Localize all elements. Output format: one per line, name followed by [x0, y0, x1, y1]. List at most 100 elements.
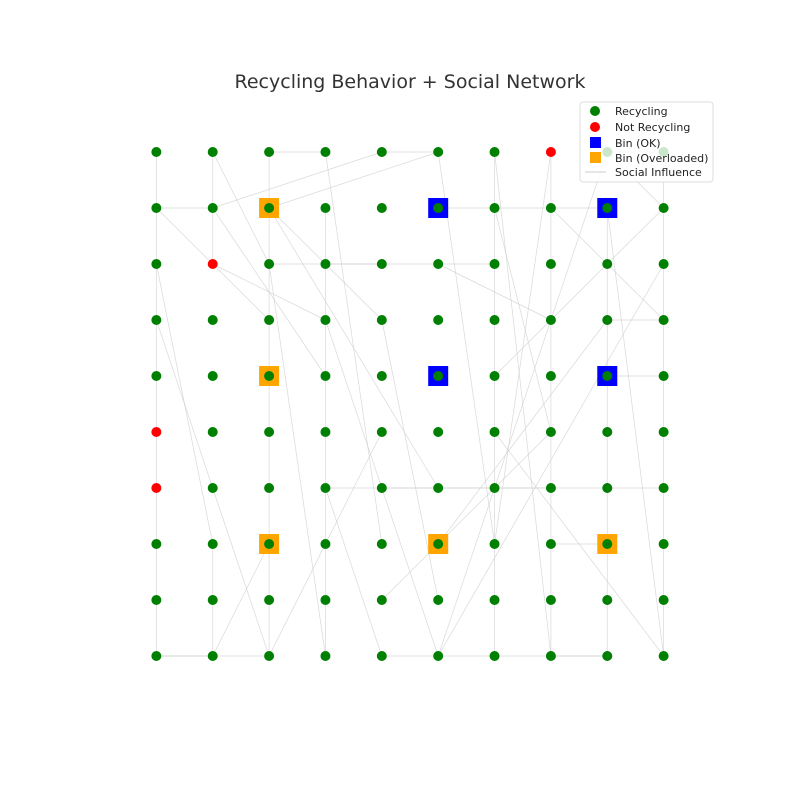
household-recycling [489, 203, 500, 213]
household-recycling [207, 539, 218, 549]
social-influence-edge [212, 543, 270, 657]
household-recycling [602, 427, 613, 437]
household-recycling [658, 651, 669, 661]
households-layer [151, 147, 669, 661]
legend-box [579, 101, 714, 183]
edges-layer [156, 151, 664, 657]
household-recycling [207, 427, 218, 437]
household-not-recycling [545, 147, 556, 157]
household-recycling [489, 427, 500, 437]
household-recycling [433, 315, 444, 325]
household-recycling [545, 483, 556, 493]
household-recycling [433, 651, 444, 661]
social-influence-edge [606, 207, 664, 657]
social-influence-edge [494, 207, 552, 433]
household-recycling [320, 651, 331, 661]
household-recycling [376, 315, 387, 325]
legend-label-not-recycling: Not Recycling [615, 121, 690, 134]
household-recycling [545, 539, 556, 549]
household-recycling [376, 427, 387, 437]
household-recycling [489, 259, 500, 269]
legend: Recycling Not Recycling Bin (OK) Bin (Ov… [579, 101, 714, 183]
household-recycling [376, 259, 387, 269]
household-recycling [264, 539, 275, 549]
household-recycling [433, 427, 444, 437]
household-recycling [602, 315, 613, 325]
household-recycling [545, 315, 556, 325]
household-recycling [207, 483, 218, 493]
household-recycling [489, 147, 500, 157]
social-influence-edge [381, 319, 439, 601]
household-recycling [320, 259, 331, 269]
household-recycling [264, 315, 275, 325]
legend-label-bin-overloaded: Bin (Overloaded) [615, 152, 708, 165]
household-recycling [658, 315, 669, 325]
social-influence-edge [494, 151, 552, 545]
social-influence-edge [494, 151, 552, 657]
household-recycling [602, 259, 613, 269]
household-recycling [658, 483, 669, 493]
household-recycling [489, 539, 500, 549]
household-recycling [433, 147, 444, 157]
household-recycling [602, 483, 613, 493]
social-influence-edge [437, 319, 608, 545]
household-recycling [376, 539, 387, 549]
household-recycling [320, 595, 331, 605]
household-recycling [489, 651, 500, 661]
household-recycling [376, 483, 387, 493]
household-recycling [602, 595, 613, 605]
household-recycling [320, 315, 331, 325]
legend-label-recycling: Recycling [615, 105, 668, 118]
household-recycling [602, 651, 613, 661]
household-recycling [264, 371, 275, 381]
household-not-recycling [151, 427, 162, 437]
household-recycling [151, 595, 162, 605]
household-recycling [264, 147, 275, 157]
household-recycling [207, 147, 218, 157]
household-recycling [207, 651, 218, 661]
legend-marker-not-recycling [590, 122, 600, 132]
social-influence-edge [325, 151, 383, 545]
household-recycling [320, 371, 331, 381]
household-recycling [489, 595, 500, 605]
household-recycling [658, 427, 669, 437]
social-influence-edge [268, 263, 326, 657]
legend-label-bin-ok: Bin (OK) [615, 137, 661, 150]
chart-title: Recycling Behavior + Social Network [235, 71, 586, 93]
household-recycling [376, 595, 387, 605]
social-influence-edge [268, 151, 439, 209]
social-influence-edge [381, 431, 552, 601]
household-recycling [264, 483, 275, 493]
household-recycling [207, 203, 218, 213]
household-recycling [151, 539, 162, 549]
household-recycling [658, 371, 669, 381]
household-recycling [264, 203, 275, 213]
household-not-recycling [207, 259, 218, 269]
household-recycling [489, 371, 500, 381]
household-recycling [207, 595, 218, 605]
household-recycling [602, 539, 613, 549]
legend-marker-bin-ok [590, 137, 601, 148]
household-recycling [151, 259, 162, 269]
social-influence-edge [325, 487, 383, 657]
household-recycling [545, 427, 556, 437]
household-recycling [320, 427, 331, 437]
household-recycling [602, 203, 613, 213]
household-recycling [376, 203, 387, 213]
household-recycling [489, 483, 500, 493]
household-recycling [658, 595, 669, 605]
household-recycling [545, 259, 556, 269]
household-recycling [320, 539, 331, 549]
household-recycling [376, 147, 387, 157]
household-recycling [658, 539, 669, 549]
household-recycling [658, 259, 669, 269]
household-recycling [151, 651, 162, 661]
social-influence-edge [212, 151, 382, 209]
household-recycling [433, 595, 444, 605]
household-recycling [376, 371, 387, 381]
household-recycling [545, 371, 556, 381]
household-recycling [264, 651, 275, 661]
household-recycling [545, 651, 556, 661]
household-recycling [545, 203, 556, 213]
